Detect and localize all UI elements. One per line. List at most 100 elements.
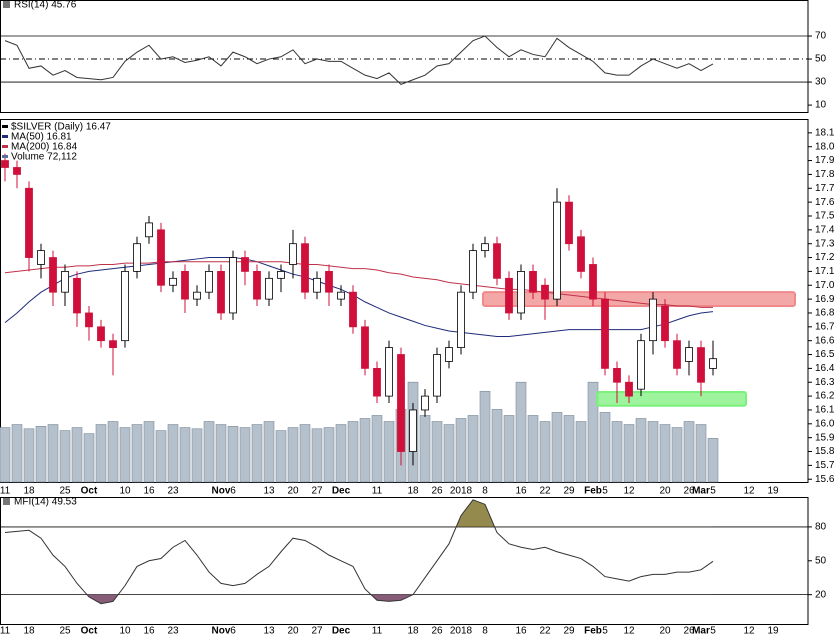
x-tick-label: 20: [659, 486, 671, 497]
candle-body: [481, 243, 489, 252]
x-tick-label: 5: [602, 626, 608, 635]
candle-body: [637, 340, 645, 390]
volume-bar: [443, 424, 455, 483]
candle-body: [301, 243, 309, 293]
y-tick-label: 17.3: [815, 238, 835, 249]
candle-body: [325, 271, 333, 293]
panel-frame: [0, 119, 809, 483]
candle-body: [241, 257, 249, 272]
legend-label: $SILVER (Daily) 16.47: [11, 122, 111, 133]
volume-bar: [419, 415, 431, 483]
volume-bar: [203, 421, 215, 483]
volume-bar: [695, 424, 707, 483]
x-tick-label: 18: [23, 626, 35, 635]
x-tick-label: 8: [482, 486, 488, 497]
x-tick-label: Feb: [584, 486, 602, 497]
x-tick-label: 19: [767, 486, 779, 497]
legend-icon: [2, 155, 8, 158]
y-tick-label: 15.8: [815, 446, 835, 457]
x-tick-label: 11: [0, 626, 11, 635]
y-tick-label: 30: [815, 77, 827, 88]
candle-body: [505, 277, 513, 314]
candle-body: [97, 326, 105, 342]
y-tick-label: 16.5: [815, 349, 835, 360]
x-tick-label: 26: [431, 486, 443, 497]
candle-body: [145, 222, 153, 238]
x-tick-label: 6: [230, 486, 236, 497]
y-tick-label: 15.6: [815, 474, 835, 485]
candle-body: [421, 395, 429, 411]
candle-body: [541, 284, 549, 300]
volume-bar: [635, 418, 647, 483]
volume-bar: [107, 421, 119, 483]
moving-average: [4, 257, 714, 338]
threshold-fill: [5, 594, 713, 604]
y-tick-label: 18.1: [815, 127, 835, 138]
threshold-fill: [456, 499, 495, 527]
x-tick-label: 25: [59, 486, 71, 497]
volume-bar: [299, 424, 311, 483]
y-tick-label: 70: [815, 31, 827, 42]
volume-bar: [527, 415, 539, 483]
volume-bar: [251, 424, 263, 483]
y-tick-label: 80: [815, 522, 827, 533]
x-tick-label: 22: [539, 486, 551, 497]
volume-bar: [611, 421, 623, 483]
candle-body: [1, 160, 9, 168]
panel-frame: [0, 497, 809, 625]
volume-bar: [551, 412, 563, 483]
x-tick-label: 20: [287, 486, 299, 497]
volume-bar: [83, 433, 95, 483]
x-tick-label: Nov: [212, 486, 231, 497]
candle-body: [469, 250, 477, 293]
candle-body: [361, 326, 369, 369]
candle-body: [685, 347, 693, 362]
volume-bar: [683, 421, 695, 483]
volume-bar: [263, 421, 275, 483]
volume-bar: [179, 427, 191, 483]
volume-bar: [59, 430, 71, 483]
volume-bar: [143, 421, 155, 483]
volume-bar: [383, 421, 395, 483]
volume-bar: [431, 421, 443, 483]
candle-body: [373, 367, 381, 397]
candle-body: [13, 167, 21, 175]
x-tick-label: 27: [311, 486, 323, 497]
zone: [596, 390, 747, 407]
candle-body: [517, 271, 525, 314]
zone: [482, 291, 796, 308]
panel-title: MFI(14) 49.53: [14, 497, 77, 508]
x-tick-label: 5: [602, 486, 608, 497]
legend-label: MA(50) 16.81: [11, 132, 72, 143]
candle-body: [61, 271, 69, 293]
x-tick-label: Nov: [212, 626, 231, 635]
x-tick-label: 18: [23, 486, 35, 497]
axis-background: [808, 0, 835, 635]
volume-bar: [479, 390, 491, 483]
x-tick-label: 12: [743, 486, 755, 497]
candle-body: [169, 277, 177, 286]
candle-body: [457, 291, 465, 349]
x-tick-label: 25: [59, 626, 71, 635]
x-tick-label: 11: [372, 626, 383, 635]
x-tick-label: 6: [230, 626, 236, 635]
x-tick-label: 16: [515, 486, 527, 497]
x-tick-label: 23: [167, 626, 179, 635]
volume-bar: [347, 421, 359, 483]
x-tick-label: 22: [539, 626, 551, 635]
candle-body: [445, 347, 453, 362]
volume-bar: [359, 418, 371, 483]
x-tick-label: 16: [515, 626, 527, 635]
x-tick-label: 10: [119, 486, 131, 497]
volume-bar: [335, 424, 347, 483]
volume-bar: [131, 424, 143, 483]
x-tick-label: Dec: [332, 486, 351, 497]
candle-body: [253, 271, 261, 300]
candle-body: [217, 271, 225, 314]
x-tick-label: 2018: [450, 486, 473, 497]
y-tick-label: 16.6: [815, 335, 835, 346]
volume-bar: [11, 424, 23, 483]
y-tick-label: 17.7: [815, 183, 835, 194]
candle-body: [229, 257, 237, 314]
